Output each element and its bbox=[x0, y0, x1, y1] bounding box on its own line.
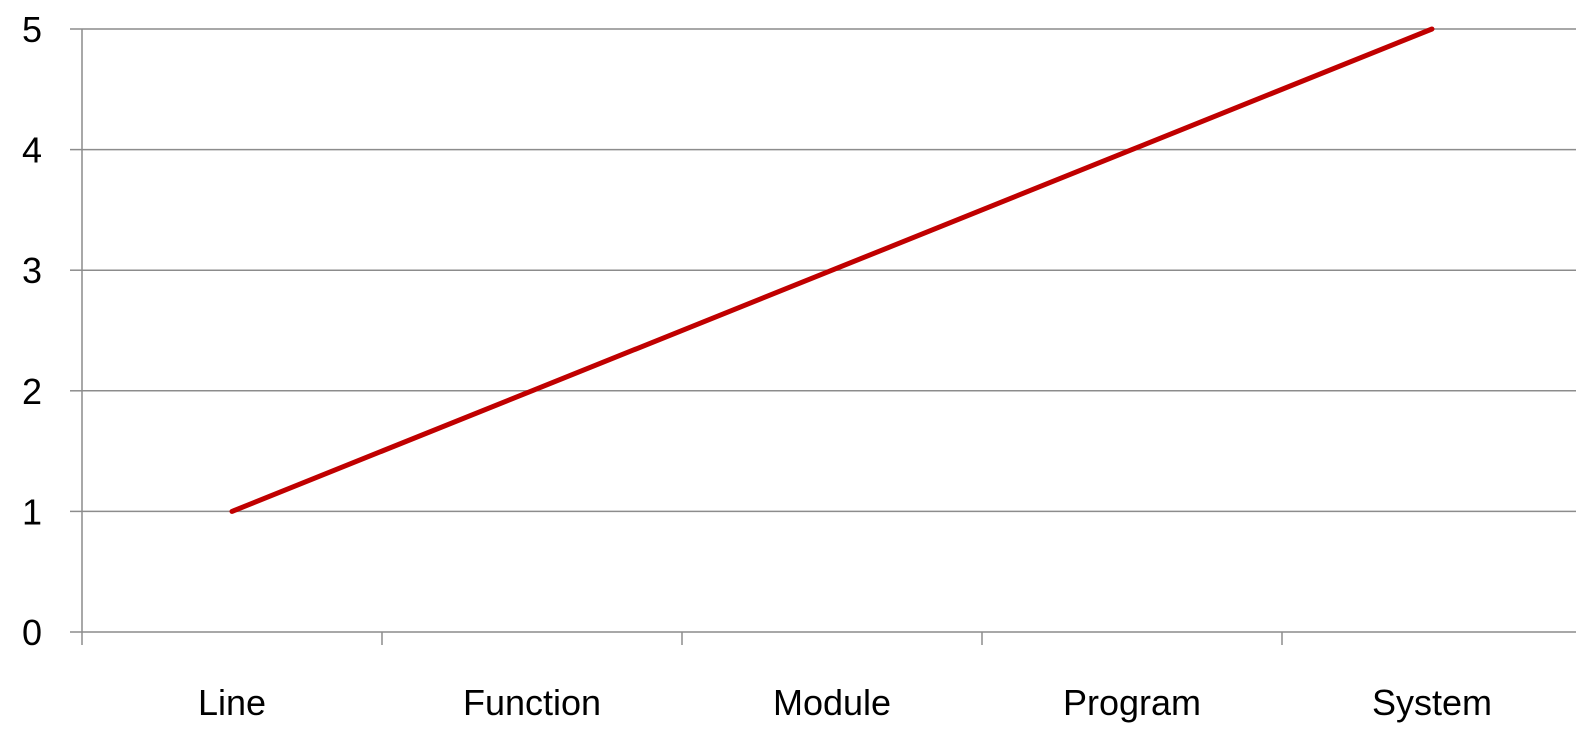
series-lines bbox=[229, 26, 1435, 514]
x-tick-label: Program bbox=[1063, 682, 1201, 723]
y-tick-label: 4 bbox=[22, 130, 42, 171]
y-tick-label: 2 bbox=[22, 371, 42, 412]
y-tick-label: 0 bbox=[22, 612, 42, 653]
y-tick-label: 5 bbox=[22, 9, 42, 50]
y-tick-label: 3 bbox=[22, 250, 42, 291]
x-tick-label: Module bbox=[773, 682, 891, 723]
y-tick-labels: 0 1 2 3 4 5 bbox=[22, 9, 42, 653]
x-tick-label: Line bbox=[198, 682, 266, 723]
y-tick-label: 1 bbox=[22, 491, 42, 532]
x-tick-labels: Line Function Module Program System bbox=[198, 682, 1492, 723]
x-tick-label: Function bbox=[463, 682, 601, 723]
x-tick-label: System bbox=[1372, 682, 1492, 723]
axes bbox=[70, 28, 1576, 645]
